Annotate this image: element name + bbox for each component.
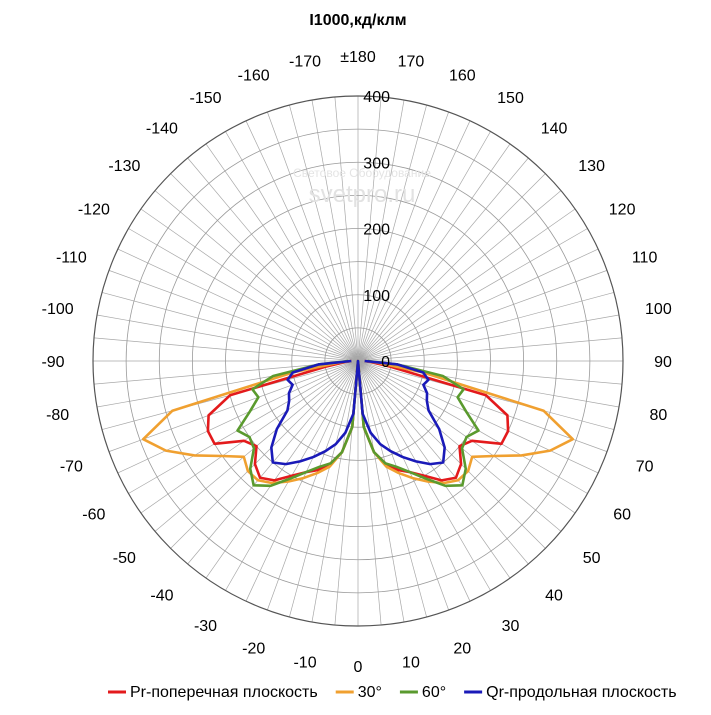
angle-tick-label: -140: [146, 120, 178, 137]
angle-tick-label: 150: [497, 90, 524, 107]
grid-ring: [291, 294, 425, 428]
grid-ring: [158, 161, 558, 561]
angle-tick-label: -30: [194, 618, 217, 635]
angle-tick-label: -10: [293, 654, 316, 671]
grid-ring: [324, 327, 392, 395]
angle-tick-label: 110: [632, 250, 658, 267]
angle-tick-label: 30: [502, 618, 520, 635]
angle-tick-label: 140: [541, 120, 568, 137]
legend-label-3: 60°: [422, 684, 446, 701]
angle-tick-label: -100: [42, 301, 74, 318]
angle-tick-label: -160: [238, 67, 270, 84]
angle-tick-label: -80: [46, 407, 69, 424]
angle-tick-label: 50: [583, 550, 601, 567]
grid-ring: [191, 194, 525, 528]
angle-tick-label: 120: [609, 202, 636, 219]
angle-tick-label: -170: [289, 54, 321, 71]
series-group: [141, 359, 575, 488]
series-line-4: [270, 359, 446, 466]
legend-label-4: Qr-продольная плоскость: [486, 684, 676, 701]
polar-grid: [92, 95, 624, 627]
angle-tick-label: 170: [398, 54, 425, 71]
grid-ring: [125, 128, 591, 594]
radial-tick-label: 0: [381, 354, 390, 371]
angle-labels: 0 10 20 30 40 50 60 70 80 90 100 110 120 130 140 150 160…: [41, 49, 672, 676]
angle-tick-label: 0: [354, 659, 363, 676]
angle-tick-label: -50: [113, 550, 136, 567]
angle-tick-label: -150: [189, 90, 221, 107]
outer-ring: [92, 95, 624, 627]
grid-ring: [258, 261, 458, 461]
radial-tick-label: 400: [363, 89, 390, 106]
radial-tick-label: 300: [363, 155, 390, 172]
radial-tick-label: 100: [363, 288, 390, 305]
angle-tick-label: -130: [108, 158, 140, 175]
angle-tick-label: 130: [578, 158, 605, 175]
angle-tick-label: 160: [449, 67, 476, 84]
angle-tick-label: 10: [402, 654, 420, 671]
legend: Pr-поперечная плоскость 30° 60° Qr-продольн…: [108, 684, 677, 701]
angle-tick-label: 80: [649, 407, 667, 424]
angle-tick-label: 60: [613, 507, 631, 524]
angle-tick-label: -20: [242, 641, 265, 658]
angle-tick-label: 100: [645, 301, 672, 318]
chart-title: I1000,кд/клм: [309, 12, 406, 29]
angle-tick-label: -70: [60, 458, 83, 475]
radial-tick-label: 200: [363, 222, 390, 239]
watermark-main: svetpro.ru: [309, 181, 416, 208]
grid-ring: [225, 228, 491, 494]
angle-tick-label: -120: [78, 202, 110, 219]
angle-tick-label: 20: [453, 641, 471, 658]
angle-tick-label: -110: [56, 250, 87, 267]
angle-tick-label: 90: [654, 354, 672, 371]
radial-labels: 0 100 200 300 400: [363, 89, 390, 371]
angle-tick-label: 70: [636, 458, 654, 475]
angle-tick-label: -60: [82, 507, 105, 524]
watermark-sub: Световое Оборудование: [293, 166, 431, 180]
angle-tick-label: 40: [545, 588, 563, 605]
angle-tick-label: ±180: [340, 49, 376, 66]
legend-label-1: Pr-поперечная плоскость: [130, 684, 318, 701]
angle-tick-label: -40: [150, 588, 173, 605]
legend-label-2: 30°: [358, 684, 382, 701]
angle-tick-label: -90: [41, 354, 64, 371]
